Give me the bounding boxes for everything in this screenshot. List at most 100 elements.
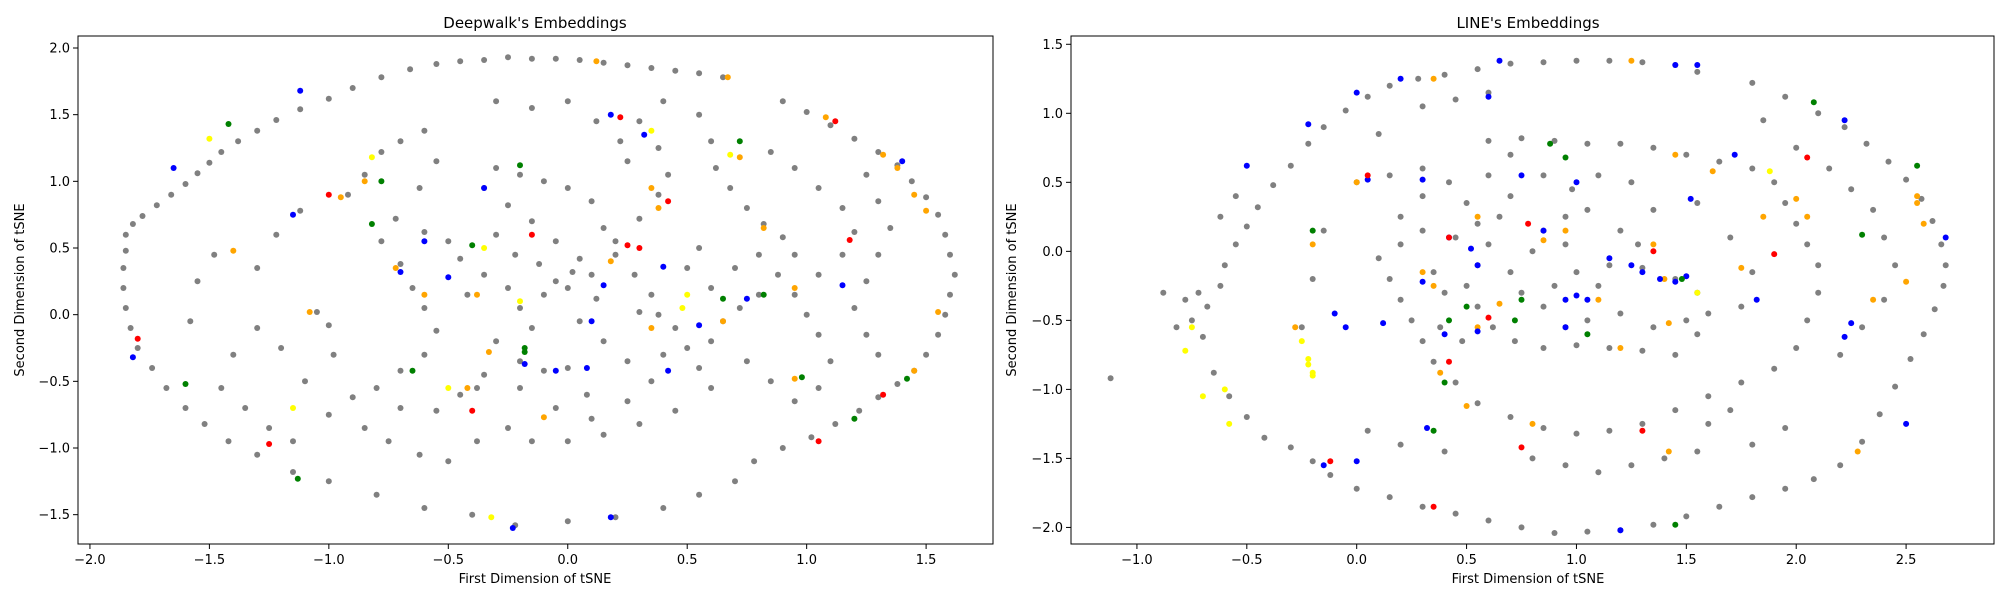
line-point-s0-27 <box>1694 68 1701 75</box>
line-point-s0-7 <box>1221 262 1228 269</box>
line-point-s0-139 <box>1397 241 1404 248</box>
deepwalk-point-s0-181 <box>851 229 858 235</box>
deepwalk-point-s0-223 <box>569 269 576 275</box>
deepwalk-point-s0-209 <box>266 425 273 431</box>
line-point-s0-119 <box>1815 289 1822 296</box>
deepwalk-point-s0-151 <box>612 238 619 245</box>
line-point-s0-94 <box>1606 262 1613 269</box>
deepwalk-point-s0-213 <box>564 98 571 105</box>
deepwalk-point-s0-41 <box>951 271 958 278</box>
deepwalk-point-s0-2 <box>139 213 146 219</box>
deepwalk-point-s0-156 <box>636 118 643 125</box>
deepwalk-point-s0-12 <box>297 106 304 113</box>
deepwalk-point-s3-1 <box>266 441 273 447</box>
line-point-s4-6 <box>1518 296 1525 303</box>
deepwalk-point-s0-99 <box>433 327 440 334</box>
line-point-s0-8 <box>1232 241 1239 248</box>
deepwalk-point-s0-140 <box>636 421 643 427</box>
line-point-s0-35 <box>1918 195 1925 202</box>
deepwalk-point-s5-7 <box>679 305 686 311</box>
line-point-s0-182 <box>1881 296 1888 303</box>
deepwalk-point-s2-2 <box>290 211 296 218</box>
deepwalk-point-s0-220 <box>732 265 738 271</box>
line-point-s3-9 <box>1327 458 1334 465</box>
line-point-s0-169 <box>1595 469 1602 476</box>
line-point-s0-116 <box>1793 220 1800 227</box>
deepwalk-point-s0-206 <box>230 351 237 358</box>
line-point-s3-11 <box>1650 248 1657 255</box>
deepwalk-point-s0-20 <box>505 54 511 61</box>
deepwalk-point-s0-3 <box>153 202 160 209</box>
deepwalk-point-s5-8 <box>727 151 734 158</box>
line-point-s4-0 <box>1309 227 1316 234</box>
line-point-s0-180 <box>1881 234 1888 241</box>
line-point-s0-58 <box>1452 510 1459 517</box>
line-ytick-label-2: −1.0 <box>1031 383 1063 398</box>
deepwalk-point-s0-147 <box>648 378 655 385</box>
line-xtick-label-1: −0.5 <box>1231 553 1263 568</box>
deepwalk-point-s0-93 <box>416 185 423 191</box>
deepwalk-ytick-label-6: 1.5 <box>49 108 70 123</box>
deepwalk-point-s0-56 <box>660 505 667 511</box>
deepwalk-point-s0-218 <box>696 245 703 251</box>
deepwalk-point-s0-14 <box>349 85 356 91</box>
line-point-s0-89 <box>1694 331 1701 338</box>
line-ytick-label-3: −0.5 <box>1031 314 1063 329</box>
line-point-s0-54 <box>1584 528 1591 535</box>
deepwalk-point-s0-71 <box>134 345 141 351</box>
deepwalk-point-s1-26 <box>464 385 471 391</box>
deepwalk-xtick-label-4: 0.0 <box>557 553 578 568</box>
deepwalk-point-s0-48 <box>875 394 882 401</box>
line-point-s0-56 <box>1518 524 1525 531</box>
line-point-s0-121 <box>1793 345 1800 351</box>
line-point-s4-2 <box>1463 303 1470 310</box>
line-point-s2-6 <box>1468 245 1474 252</box>
line-ytick-label-4: 0.0 <box>1042 245 1063 260</box>
line-point-s5-6 <box>1305 356 1312 362</box>
deepwalk-point-s0-113 <box>540 367 547 374</box>
deepwalk-point-s0-117 <box>540 291 547 298</box>
deepwalk-point-s0-18 <box>457 58 464 65</box>
line-point-s2-13 <box>1573 179 1580 186</box>
line-point-s2-33 <box>1353 458 1360 465</box>
line-point-s0-1 <box>1182 296 1189 303</box>
line-point-s0-114 <box>1771 179 1778 186</box>
deepwalk-point-s0-19 <box>481 57 488 63</box>
deepwalk-point-s0-194 <box>457 255 464 262</box>
line-point-s2-25 <box>1841 333 1848 340</box>
line-point-s0-28 <box>1749 79 1756 86</box>
deepwalk-point-s1-13 <box>736 154 743 161</box>
line-point-s4-10 <box>1672 521 1679 528</box>
line-point-s0-62 <box>1327 472 1334 478</box>
line-point-s0-110 <box>1650 144 1657 151</box>
deepwalk-point-s0-126 <box>517 171 523 178</box>
line-point-s0-31 <box>1841 124 1848 131</box>
deepwalk-point-s0-85 <box>330 351 337 358</box>
deepwalk-point-s0-49 <box>856 407 863 414</box>
line-axes-frame <box>1070 35 1995 545</box>
deepwalk-point-s0-103 <box>349 394 356 401</box>
line-point-s4-7 <box>1547 140 1554 147</box>
line-point-s0-190 <box>1437 324 1444 331</box>
deepwalk-point-s0-204 <box>278 345 285 351</box>
line-point-s3-6 <box>1804 154 1811 161</box>
deepwalk-point-s0-21 <box>528 55 535 62</box>
line-ytick-label-7: 1.5 <box>1042 38 1063 53</box>
deepwalk-point-s0-94 <box>392 215 399 222</box>
line-point-s0-2 <box>1195 289 1202 296</box>
line-point-s0-66 <box>1243 414 1250 420</box>
line-point-s0-199 <box>1595 282 1602 289</box>
deepwalk-point-s0-214 <box>593 118 600 125</box>
line-point-s0-21 <box>1507 60 1514 67</box>
deepwalk-point-s2-21 <box>588 318 595 325</box>
deepwalk-point-s0-0 <box>122 231 129 238</box>
line-point-s0-67 <box>1226 393 1233 400</box>
line-point-s2-38 <box>1485 93 1492 100</box>
deepwalk-point-s0-105 <box>361 425 368 431</box>
line-xtick-label-3: 0.5 <box>1456 553 1477 568</box>
deepwalk-point-s0-45 <box>923 351 930 358</box>
deepwalk-point-s0-38 <box>935 211 942 218</box>
line-point-s2-19 <box>1683 273 1690 280</box>
line-point-s0-37 <box>1938 241 1945 248</box>
